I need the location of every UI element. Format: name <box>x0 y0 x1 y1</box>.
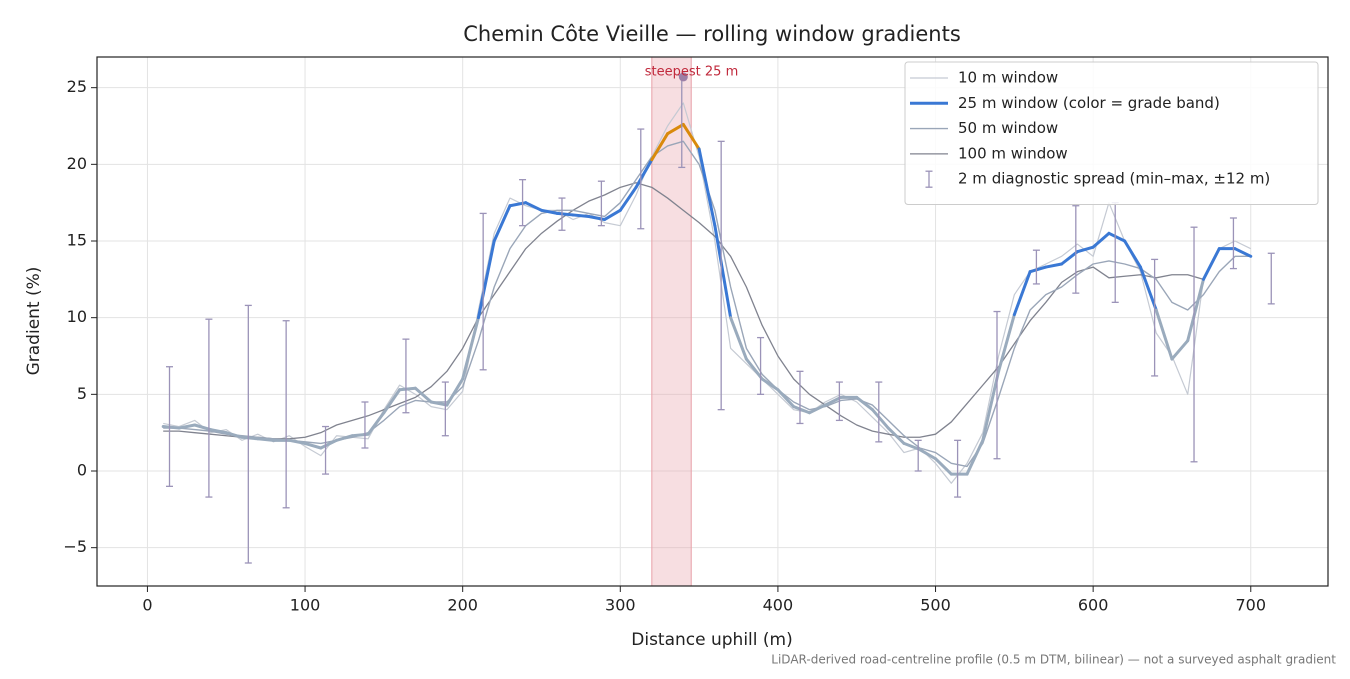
line-segment <box>997 313 1016 373</box>
peak-marker <box>678 72 688 82</box>
line-segment <box>240 435 260 441</box>
line-segment <box>1138 265 1158 312</box>
legend-label: 100 m window <box>958 144 1068 162</box>
line-segment <box>902 441 922 452</box>
line-segment <box>1028 265 1048 274</box>
legend-label: 50 m window <box>958 119 1058 137</box>
x-tick-label: 100 <box>290 596 321 615</box>
line-segment <box>461 316 480 381</box>
chart-title: Chemin Côte Vieille — rolling window gra… <box>463 22 961 46</box>
line-segment <box>382 388 402 415</box>
line-segment <box>870 408 890 430</box>
y-tick-label: 10 <box>67 307 87 326</box>
y-tick-label: 0 <box>77 461 87 480</box>
footnote: LiDAR-derived road-centreline profile (0… <box>771 653 1336 667</box>
series-line <box>163 182 1204 440</box>
line-segment <box>208 428 228 435</box>
line-segment <box>1091 231 1111 249</box>
line-segment <box>161 425 181 430</box>
highlight-span <box>651 56 692 587</box>
line-segment <box>398 386 417 392</box>
line-segment <box>587 214 607 222</box>
x-tick-label: 0 <box>142 596 152 615</box>
y-tick-label: 25 <box>67 77 87 96</box>
line-segment <box>981 369 1001 442</box>
legend-box <box>904 61 1319 205</box>
line-segment <box>287 438 307 445</box>
y-tick-label: 5 <box>77 384 87 403</box>
highlight-label: steepest 25 m <box>645 65 738 80</box>
line-segment <box>1044 262 1064 269</box>
line-segment <box>555 211 575 217</box>
line-segment <box>681 122 701 151</box>
legend-label: 10 m window <box>958 69 1058 87</box>
line-segment <box>855 395 874 412</box>
line-segment <box>918 448 938 461</box>
line-segment <box>303 441 323 450</box>
y-tick-label: 20 <box>67 154 87 173</box>
x-tick-label: 700 <box>1235 596 1266 615</box>
line-segment <box>1186 277 1205 343</box>
legend-label: 25 m window (color = grade band) <box>958 94 1220 112</box>
line-segment <box>1201 247 1221 281</box>
y-axis-label: Gradient (%) <box>24 267 44 376</box>
line-segment <box>618 185 638 212</box>
legend-label: 2 m diagnostic spread (min–max, ±12 m) <box>958 170 1270 188</box>
line-segment <box>539 208 559 215</box>
line-segment <box>350 432 370 438</box>
line-segment <box>934 457 953 476</box>
line-segment <box>492 204 512 243</box>
line-segment <box>1060 250 1079 266</box>
x-tick-label: 200 <box>447 596 478 615</box>
line-segment <box>508 201 528 208</box>
x-axis-label: Distance uphill (m) <box>631 630 792 650</box>
line-segment <box>1233 247 1253 258</box>
line-segment <box>713 224 733 320</box>
x-tick-label: 300 <box>605 596 636 615</box>
line-segment <box>1012 270 1032 317</box>
line-segment <box>429 400 449 407</box>
line-segment <box>729 316 748 361</box>
line-segment <box>571 213 591 218</box>
line-segment <box>177 423 197 430</box>
line-segment <box>319 438 339 450</box>
line-segment <box>476 239 496 320</box>
line-segment <box>603 208 622 222</box>
line-segment <box>807 403 827 415</box>
line-segment <box>697 147 717 228</box>
line-segment <box>1170 339 1190 361</box>
line-segment <box>445 377 465 407</box>
line-segment <box>413 386 433 404</box>
line-segment <box>1075 245 1095 254</box>
line-segment <box>650 132 670 162</box>
line-segment <box>524 201 543 212</box>
line-segment <box>634 158 654 189</box>
y-tick-label: 15 <box>67 231 87 250</box>
x-tick-label: 500 <box>920 596 951 615</box>
legend: 10 m window 25 m window (color = grade ba… <box>904 61 1319 205</box>
line-segment <box>666 122 685 136</box>
line-segment <box>1154 308 1174 361</box>
line-segment <box>366 411 386 436</box>
line-segment <box>823 395 843 407</box>
line-segment <box>224 431 244 439</box>
line-segment <box>886 426 906 445</box>
line-segment <box>760 377 780 392</box>
line-segment <box>744 357 764 381</box>
plot-frame <box>96 56 1329 587</box>
line-segment <box>193 423 212 432</box>
line-segment <box>335 434 354 442</box>
x-tick-label: 400 <box>763 596 794 615</box>
line-segment <box>776 388 796 409</box>
line-segment <box>965 438 985 476</box>
x-tick-label: 600 <box>1078 596 1109 615</box>
line-segment <box>1123 239 1142 269</box>
line-segment <box>1107 231 1127 243</box>
line-segment <box>256 437 276 442</box>
y-tick-label: −5 <box>63 537 87 556</box>
line-segment <box>792 405 811 415</box>
